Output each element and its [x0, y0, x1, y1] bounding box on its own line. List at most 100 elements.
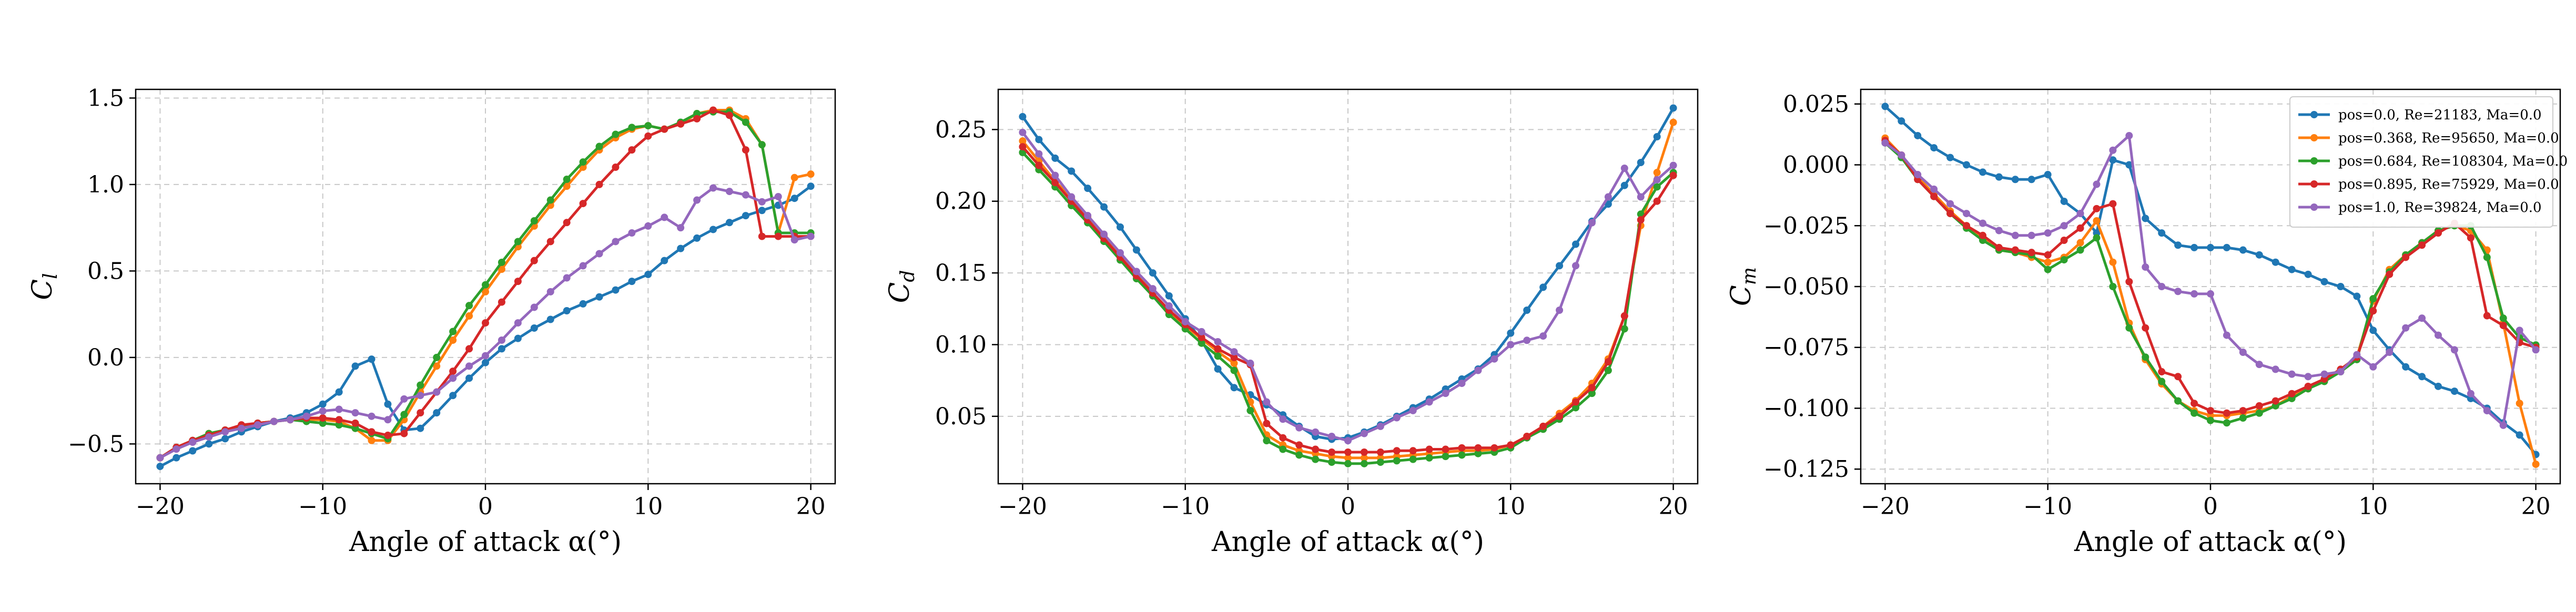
- data-point: [1930, 185, 1938, 193]
- data-point: [1019, 113, 1027, 120]
- legend-swatch-marker: [2310, 157, 2318, 165]
- data-point: [2093, 217, 2101, 225]
- data-point: [1214, 352, 1222, 360]
- data-point: [2239, 407, 2247, 415]
- data-point: [498, 336, 505, 344]
- data-point: [2223, 331, 2230, 339]
- data-point: [2158, 283, 2166, 290]
- data-point: [2435, 382, 2442, 390]
- data-point: [2288, 266, 2296, 273]
- data-point: [384, 431, 392, 439]
- data-point: [1930, 192, 1938, 200]
- data-point: [595, 180, 603, 188]
- data-point: [319, 419, 327, 427]
- data-point: [482, 319, 489, 327]
- data-point: [1637, 159, 1645, 167]
- data-point: [351, 409, 359, 417]
- data-point: [1230, 354, 1238, 361]
- data-point: [2499, 421, 2507, 429]
- data-point: [384, 400, 392, 408]
- data-point: [449, 368, 457, 375]
- data-point: [2142, 324, 2149, 332]
- data-point: [1588, 390, 1596, 397]
- data-point: [2076, 246, 2084, 254]
- data-point: [1312, 445, 1320, 453]
- x-tick-label: 20: [796, 493, 826, 520]
- data-point: [709, 184, 717, 192]
- data-point: [628, 146, 636, 154]
- data-point: [2174, 373, 2182, 381]
- data-point: [709, 106, 717, 114]
- data-point: [1214, 338, 1222, 345]
- data-point: [530, 257, 538, 264]
- data-point: [2483, 312, 2491, 320]
- data-point: [368, 428, 376, 436]
- data-point: [1620, 312, 1628, 320]
- data-point: [286, 416, 294, 424]
- data-point: [156, 463, 164, 471]
- series-markers-pos=0.0: [1881, 103, 2540, 458]
- legend-entry: pos=0.0, Re=21183, Ma=0.0: [2338, 107, 2542, 123]
- y-tick-label: −0.5: [68, 431, 124, 457]
- series-markers-pos=1.0: [156, 184, 815, 462]
- data-point: [449, 392, 457, 400]
- data-point: [1328, 448, 1336, 456]
- data-point: [2207, 407, 2214, 415]
- data-point: [1963, 222, 1971, 230]
- data-point: [417, 409, 424, 417]
- data-point: [433, 362, 441, 370]
- data-point: [1149, 269, 1157, 277]
- data-point: [2109, 200, 2117, 208]
- data-point: [2304, 382, 2312, 390]
- data-point: [1604, 193, 1612, 201]
- data-point: [400, 395, 408, 403]
- data-point: [1523, 307, 1531, 314]
- data-point: [2044, 251, 2052, 259]
- data-point: [1068, 193, 1076, 201]
- x-axis-label: Angle of attack α(°): [1211, 526, 1484, 558]
- data-point: [644, 132, 652, 140]
- x-tick-label: 0: [1341, 493, 1355, 520]
- data-point: [563, 176, 571, 183]
- data-point: [1051, 179, 1059, 187]
- data-point: [1019, 137, 1027, 145]
- data-point: [1963, 161, 1971, 169]
- x-tick-label: 10: [2358, 493, 2388, 520]
- data-point: [1474, 450, 1482, 457]
- data-point: [1214, 365, 1222, 373]
- data-point: [1132, 246, 1140, 254]
- data-point: [482, 288, 489, 295]
- data-point: [693, 196, 701, 204]
- data-point: [1279, 434, 1287, 442]
- data-point: [498, 298, 505, 306]
- y-axis-label: Cd: [884, 270, 919, 303]
- data-point: [368, 412, 376, 420]
- data-point: [2435, 229, 2442, 237]
- y-tick-label: 0.25: [935, 116, 987, 143]
- data-point: [2076, 239, 2084, 247]
- data-point: [579, 262, 587, 270]
- data-point: [1572, 398, 1580, 406]
- data-point: [579, 158, 587, 166]
- data-point: [319, 407, 327, 415]
- data-point: [2386, 349, 2394, 356]
- data-point: [1051, 154, 1059, 162]
- data-point: [514, 319, 522, 327]
- data-point: [595, 250, 603, 258]
- data-point: [1132, 268, 1140, 276]
- data-point: [563, 274, 571, 282]
- data-point: [2271, 258, 2279, 266]
- data-point: [2337, 283, 2345, 290]
- y-tick-label: 0.000: [1783, 152, 1849, 179]
- data-point: [351, 424, 359, 432]
- data-point: [1393, 447, 1401, 455]
- data-point: [1198, 339, 1205, 347]
- data-point: [2369, 363, 2377, 371]
- y-axis-label: Cl: [27, 273, 62, 300]
- data-point: [2223, 409, 2230, 417]
- data-point: [1979, 168, 1986, 176]
- data-point: [1425, 445, 1433, 453]
- data-point: [2483, 253, 2491, 261]
- data-point: [253, 421, 261, 429]
